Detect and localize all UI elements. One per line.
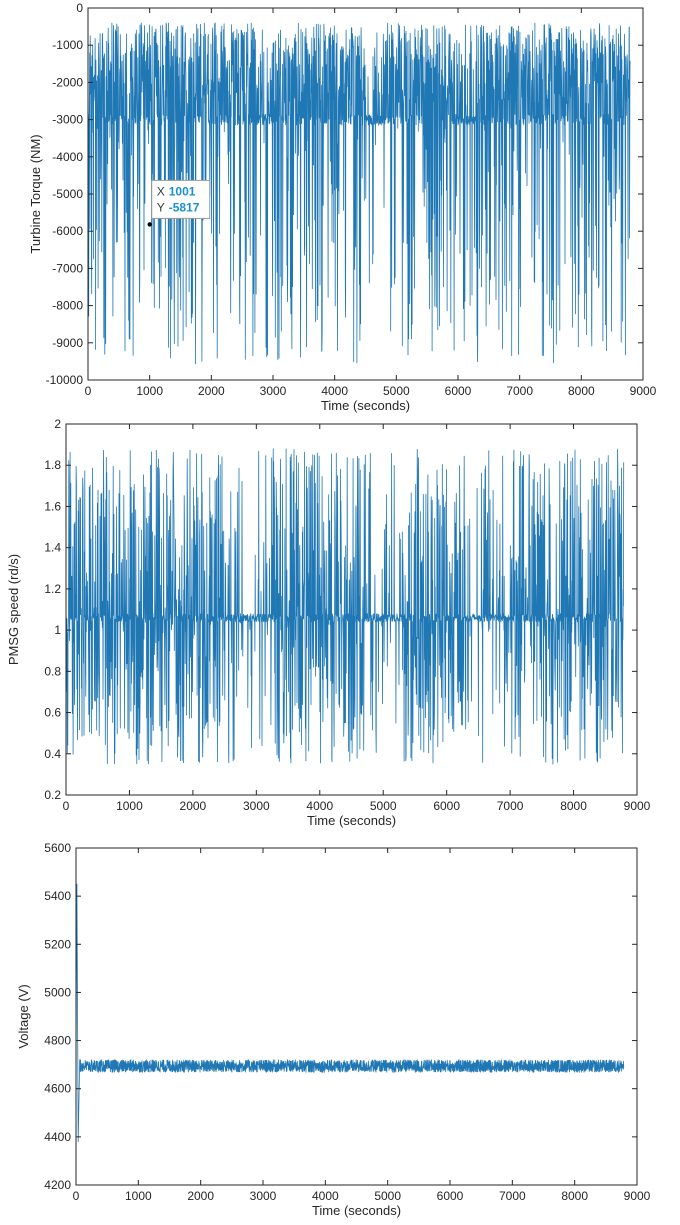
- x-tick-label: 7000: [497, 799, 524, 813]
- y-tick-label: 1.6: [44, 499, 61, 513]
- datatip-marker: [147, 222, 152, 227]
- datatip: X 1001 Y -5817: [147, 179, 211, 227]
- x-tick-label: 4000: [306, 799, 333, 813]
- y-tick-label: 4600: [44, 1082, 71, 1096]
- axes-box: [75, 847, 638, 1186]
- x-tick-label: 4000: [312, 1189, 339, 1203]
- x-tick-label: 2000: [180, 799, 207, 813]
- y-tick-label: 5400: [44, 889, 71, 903]
- axes-box: [65, 423, 638, 796]
- x-tick-label: 3000: [250, 1189, 277, 1203]
- y-tick-label: 0: [76, 1, 83, 15]
- x-tick-label: 1000: [116, 799, 143, 813]
- y-tick-label: 0.6: [44, 706, 61, 720]
- y-tick-label: 2: [54, 417, 61, 431]
- y-tick-label: 4400: [44, 1130, 71, 1144]
- x-tick-label: 2000: [198, 384, 225, 398]
- y-tick-label: 0.8: [44, 664, 61, 678]
- y-tick-label: -9000: [52, 336, 83, 350]
- y-tick-label: -7000: [52, 261, 83, 275]
- datatip-x-key: X: [157, 184, 165, 198]
- x-tick-label: 9000: [630, 384, 657, 398]
- x-tick-label: 9000: [624, 799, 651, 813]
- y-tick-label: -6000: [52, 224, 83, 238]
- y-tick-label: 4200: [44, 1178, 71, 1192]
- x-tick-label: 1000: [125, 1189, 152, 1203]
- x-tick-label: 1000: [136, 384, 163, 398]
- x-tick-label: 6000: [445, 384, 472, 398]
- series-line: [66, 448, 625, 765]
- series-line: [88, 22, 631, 365]
- y-tick-label: -8000: [52, 299, 83, 313]
- datatip-box: [151, 179, 211, 219]
- x-axis-label: Time (seconds): [312, 1203, 401, 1218]
- y-tick-label: 1.4: [44, 541, 61, 555]
- x-tick-label: 8000: [568, 384, 595, 398]
- x-tick-label: 3000: [260, 384, 287, 398]
- y-tick-label: 1.8: [44, 458, 61, 472]
- x-tick-label: 7000: [506, 384, 533, 398]
- series-line: [76, 883, 625, 1143]
- y-tick-label: -2000: [52, 75, 83, 89]
- y-tick-label: 5200: [44, 937, 71, 951]
- y-tick-label: 0.2: [44, 788, 61, 802]
- y-tick-label: 1: [54, 623, 61, 637]
- x-tick-label: 6000: [433, 799, 460, 813]
- x-tick-label: 5000: [383, 384, 410, 398]
- y-tick-label: 1.2: [44, 582, 61, 596]
- chart-3: 0 1000 2000 3000 4000 5000 6000 7000 8000 9000 420…: [16, 841, 651, 1218]
- x-axis-label: Time (seconds): [321, 398, 410, 413]
- datatip-y-key: Y: [157, 200, 165, 214]
- x-tick-label: 3000: [243, 799, 270, 813]
- y-tick-label: -3000: [52, 113, 83, 127]
- x-tick-label: 5000: [374, 1189, 401, 1203]
- x-axis-label: Time (seconds): [307, 813, 396, 828]
- datatip-x-value: 1001: [169, 184, 196, 198]
- x-tick-label: 6000: [437, 1189, 464, 1203]
- y-axis-label: Voltage (V): [16, 984, 31, 1048]
- datatip-y-value: -5817: [169, 200, 200, 214]
- y-tick-label: -5000: [52, 187, 83, 201]
- y-tick-label: -1000: [52, 38, 83, 52]
- x-tick-label: 8000: [561, 1189, 588, 1203]
- x-tick-label: 4000: [321, 384, 348, 398]
- y-tick-label: 4800: [44, 1034, 71, 1048]
- y-tick-label: 5600: [44, 841, 71, 855]
- y-tick-label: 5000: [44, 985, 71, 999]
- x-tick-label: 0: [85, 384, 92, 398]
- x-tick-label: 2000: [187, 1189, 214, 1203]
- x-tick-label: 0: [73, 1189, 80, 1203]
- y-axis-label: PMSG speed (rd/s): [6, 554, 21, 665]
- x-tick-label: 9000: [624, 1189, 651, 1203]
- y-axis-label: Turbine Torque (NM): [28, 134, 43, 253]
- y-tick-label: -10000: [46, 373, 84, 387]
- x-tick-label: 8000: [560, 799, 587, 813]
- y-tick-label: 0.4: [44, 747, 61, 761]
- x-tick-label: 7000: [499, 1189, 526, 1203]
- chart-1: 0 1000 2000 3000 4000 5000 6000 7000 8000 90000-1…: [28, 1, 657, 413]
- y-tick-label: -4000: [52, 150, 83, 164]
- x-tick-label: 5000: [370, 799, 397, 813]
- x-tick-label: 0: [63, 799, 70, 813]
- chart-2: 0 1000 2000 3000 4000 5000 6000 7000 8000 9000 0.2…: [6, 417, 651, 828]
